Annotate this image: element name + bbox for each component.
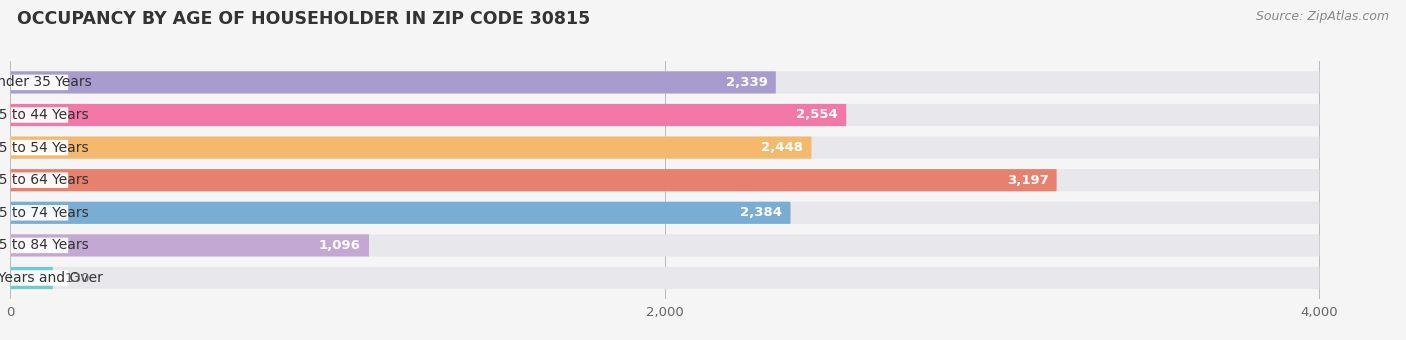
FancyBboxPatch shape <box>11 140 69 155</box>
Text: 45 to 54 Years: 45 to 54 Years <box>0 141 89 155</box>
FancyBboxPatch shape <box>10 71 1319 94</box>
FancyBboxPatch shape <box>10 71 776 94</box>
Text: 2,448: 2,448 <box>761 141 803 154</box>
Text: 35 to 44 Years: 35 to 44 Years <box>0 108 89 122</box>
FancyBboxPatch shape <box>10 104 846 126</box>
FancyBboxPatch shape <box>11 172 69 188</box>
Text: 85 Years and Over: 85 Years and Over <box>0 271 103 285</box>
FancyBboxPatch shape <box>10 267 1319 289</box>
Text: 3,197: 3,197 <box>1007 174 1049 187</box>
Text: 75 to 84 Years: 75 to 84 Years <box>0 238 89 252</box>
Text: 130: 130 <box>65 272 90 285</box>
Text: OCCUPANCY BY AGE OF HOUSEHOLDER IN ZIP CODE 30815: OCCUPANCY BY AGE OF HOUSEHOLDER IN ZIP C… <box>17 10 591 28</box>
Text: 2,384: 2,384 <box>741 206 782 219</box>
FancyBboxPatch shape <box>11 205 69 221</box>
FancyBboxPatch shape <box>10 234 368 256</box>
FancyBboxPatch shape <box>10 169 1319 191</box>
FancyBboxPatch shape <box>10 234 1319 256</box>
Text: Under 35 Years: Under 35 Years <box>0 75 91 89</box>
Text: 55 to 64 Years: 55 to 64 Years <box>0 173 89 187</box>
Text: 2,554: 2,554 <box>796 108 838 121</box>
FancyBboxPatch shape <box>10 137 1319 159</box>
FancyBboxPatch shape <box>11 75 69 90</box>
FancyBboxPatch shape <box>10 202 1319 224</box>
FancyBboxPatch shape <box>10 267 53 289</box>
FancyBboxPatch shape <box>11 238 69 253</box>
FancyBboxPatch shape <box>10 104 1319 126</box>
Text: Source: ZipAtlas.com: Source: ZipAtlas.com <box>1256 10 1389 23</box>
FancyBboxPatch shape <box>11 107 69 123</box>
Text: 2,339: 2,339 <box>725 76 768 89</box>
FancyBboxPatch shape <box>10 169 1057 191</box>
Text: 65 to 74 Years: 65 to 74 Years <box>0 206 89 220</box>
FancyBboxPatch shape <box>10 202 790 224</box>
Text: 1,096: 1,096 <box>319 239 361 252</box>
FancyBboxPatch shape <box>11 270 69 286</box>
FancyBboxPatch shape <box>10 137 811 159</box>
